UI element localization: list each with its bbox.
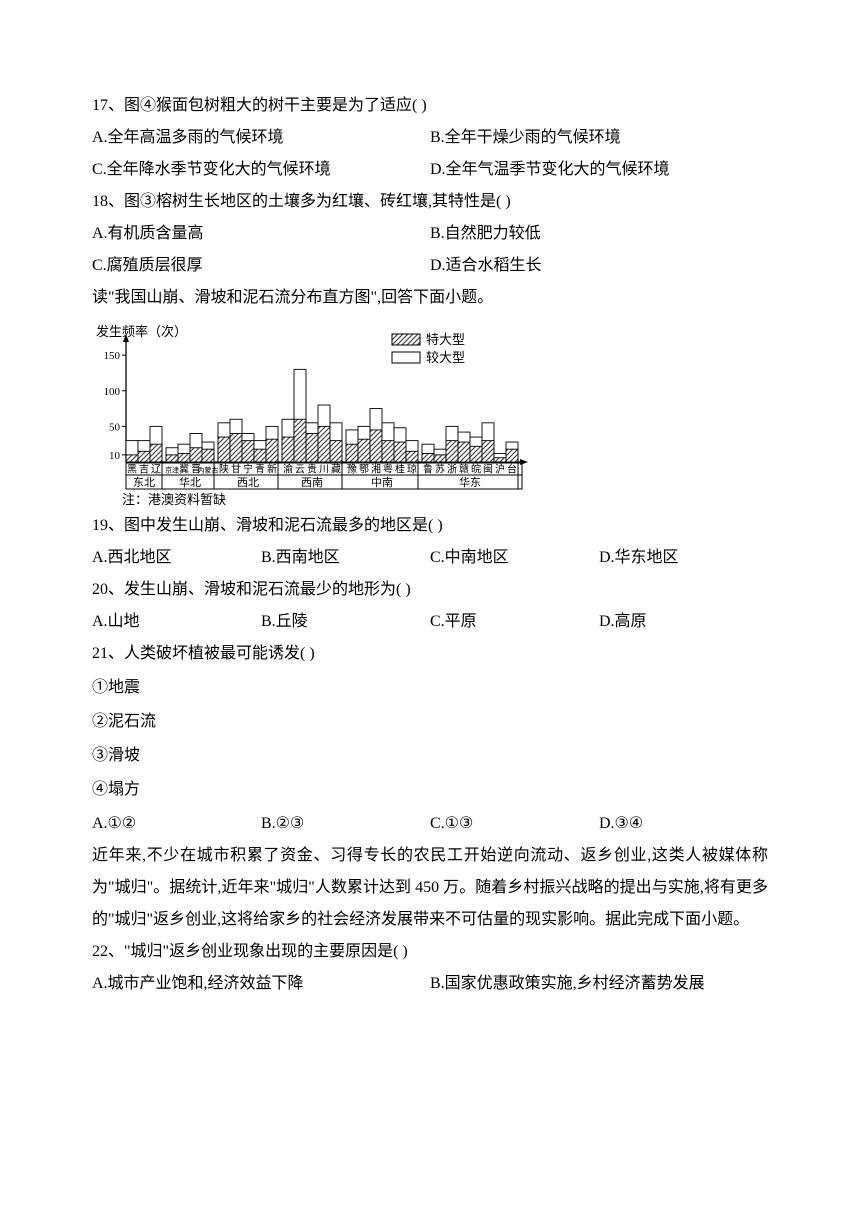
q21-stem: 21、人类破坏植被最可能诱发( ) — [92, 638, 768, 670]
svg-text:中南: 中南 — [371, 476, 393, 489]
svg-text:川: 川 — [319, 465, 329, 476]
svg-text:桂: 桂 — [395, 463, 405, 476]
q21-item-2: ②泥石流 — [92, 706, 768, 738]
svg-text:琼: 琼 — [407, 463, 417, 476]
svg-text:藏: 藏 — [331, 464, 341, 476]
chart-intro: 读"我国山崩、滑坡和泥石流分布直方图",回答下面小题。 — [92, 282, 768, 314]
svg-text:西南: 西南 — [301, 476, 323, 489]
q21-opt-d: D.③④ — [599, 808, 768, 840]
svg-text:较大型: 较大型 — [426, 350, 465, 365]
q19-opt-b: B.西南地区 — [261, 542, 430, 574]
q20-opt-b: B.丘陵 — [261, 606, 430, 638]
svg-text:华北: 华北 — [179, 475, 201, 489]
q18-stem: 18、图③榕树生长地区的土壤多为红壤、砖红壤,其特性是( ) — [92, 186, 768, 218]
q20-opt-c: C.平原 — [430, 606, 599, 638]
q18-opt-d: D.适合水稻生长 — [430, 250, 768, 282]
svg-text:发生频率（次）: 发生频率（次） — [96, 324, 187, 339]
svg-text:宁: 宁 — [243, 463, 253, 476]
svg-text:苏: 苏 — [435, 463, 445, 476]
svg-text:渝: 渝 — [283, 463, 293, 476]
svg-text:湘: 湘 — [371, 463, 381, 476]
svg-text:特大型: 特大型 — [426, 332, 465, 347]
svg-text:豫: 豫 — [347, 463, 357, 476]
q21-item-3: ③滑坡 — [92, 740, 768, 772]
svg-text:闽: 闽 — [483, 463, 493, 476]
histogram-chart: 发生频率（次）1050100150特大型较大型黑吉辽东北京津冀晋内蒙古华北陕甘宁… — [92, 320, 572, 506]
svg-text:注：港澳资料暂缺: 注：港澳资料暂缺 — [122, 492, 226, 506]
svg-text:内蒙古: 内蒙古 — [198, 466, 219, 475]
q18-opts-row1: A.有机质含量高 B.自然肥力较低 — [92, 218, 768, 250]
q17-opts-row1: A.全年高温多雨的气候环境 B.全年干燥少雨的气候环境 — [92, 122, 768, 154]
q19-opts: A.西北地区 B.西南地区 C.中南地区 D.华东地区 — [92, 542, 768, 574]
svg-text:冀: 冀 — [179, 463, 189, 476]
q19-stem: 19、图中发生山崩、滑坡和泥石流最多的地区是( ) — [92, 510, 768, 542]
q17-opts-row2: C.全年降水季节变化大的气候环境 D.全年气温季节变化大的气候环境 — [92, 154, 768, 186]
q17-opt-a: A.全年高温多雨的气候环境 — [92, 122, 430, 154]
svg-text:云: 云 — [295, 465, 305, 476]
svg-text:150: 150 — [104, 350, 121, 362]
svg-text:京津: 京津 — [165, 466, 179, 475]
q18-opt-a: A.有机质含量高 — [92, 218, 430, 250]
q22-opt-b: B.国家优惠政策实施,乡村经济蓄势发展 — [430, 968, 768, 1000]
svg-text:陕: 陕 — [219, 463, 229, 476]
svg-text:鄂: 鄂 — [359, 464, 369, 476]
svg-text:青: 青 — [255, 463, 265, 476]
q19-opt-a: A.西北地区 — [92, 542, 261, 574]
svg-text:辽: 辽 — [151, 464, 161, 476]
q18-opts-row2: C.腐殖质层很厚 D.适合水稻生长 — [92, 250, 768, 282]
q21-opt-b: B.②③ — [261, 808, 430, 840]
q18-opt-c: C.腐殖质层很厚 — [92, 250, 430, 282]
passage-text: 近年来,不少在城市积累了资金、习得专长的农民工开始逆向流动、返乡创业,这类人被媒… — [92, 840, 768, 936]
svg-text:50: 50 — [109, 421, 121, 433]
q22-stem: 22、"城归"返乡创业现象出现的主要原因是( ) — [92, 936, 768, 968]
svg-text:浙: 浙 — [447, 464, 457, 476]
svg-text:贵: 贵 — [307, 463, 317, 476]
q20-opt-a: A.山地 — [92, 606, 261, 638]
svg-text:西北: 西北 — [237, 476, 259, 489]
q17-opt-d: D.全年气温季节变化大的气候环境 — [430, 154, 768, 186]
svg-text:沪: 沪 — [495, 463, 505, 476]
q21-opt-c: C.①③ — [430, 808, 599, 840]
svg-text:赣: 赣 — [459, 463, 469, 476]
q22-opt-a: A.城市产业饱和,经济效益下降 — [92, 968, 430, 1000]
svg-text:粤: 粤 — [383, 463, 393, 476]
q22-opts-row1: A.城市产业饱和,经济效益下降 B.国家优惠政策实施,乡村经济蓄势发展 — [92, 968, 768, 1000]
q17-opt-c: C.全年降水季节变化大的气候环境 — [92, 154, 430, 186]
svg-text:吉: 吉 — [139, 464, 149, 476]
q20-opts: A.山地 B.丘陵 C.平原 D.高原 — [92, 606, 768, 638]
q21-item-1: ①地震 — [92, 672, 768, 704]
svg-text:甘: 甘 — [231, 463, 241, 476]
svg-text:鲁: 鲁 — [423, 463, 433, 476]
q20-opt-d: D.高原 — [599, 606, 768, 638]
q21-opt-a: A.①② — [92, 808, 261, 840]
q19-opt-d: D.华东地区 — [599, 542, 768, 574]
svg-text:华东: 华东 — [459, 475, 481, 489]
svg-text:黑: 黑 — [127, 464, 137, 476]
q21-opts: A.①② B.②③ C.①③ D.③④ — [92, 808, 768, 840]
q17-opt-b: B.全年干燥少雨的气候环境 — [430, 122, 768, 154]
svg-text:东北: 东北 — [133, 476, 155, 489]
svg-text:皖: 皖 — [471, 463, 481, 476]
chart-container: 发生频率（次）1050100150特大型较大型黑吉辽东北京津冀晋内蒙古华北陕甘宁… — [92, 320, 768, 506]
svg-text:10: 10 — [109, 450, 121, 462]
q17-stem: 17、图④猴面包树粗大的树干主要是为了适应( ) — [92, 90, 768, 122]
svg-text:新: 新 — [267, 463, 277, 476]
q19-opt-c: C.中南地区 — [430, 542, 599, 574]
svg-text:100: 100 — [104, 386, 121, 398]
q18-opt-b: B.自然肥力较低 — [430, 218, 768, 250]
q20-stem: 20、发生山崩、滑坡和泥石流最少的地形为( ) — [92, 574, 768, 606]
q21-item-4: ④塌方 — [92, 774, 768, 806]
svg-text:台: 台 — [507, 463, 517, 476]
